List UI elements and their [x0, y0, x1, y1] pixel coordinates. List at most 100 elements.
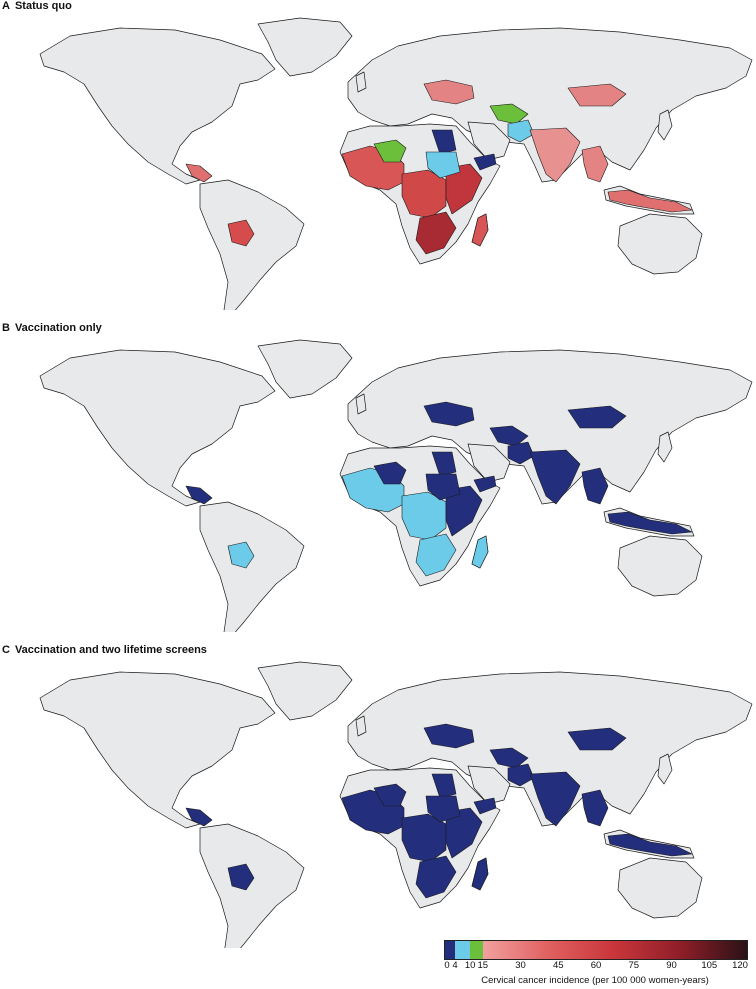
land-south-america: [199, 179, 305, 310]
country-egypt: [431, 451, 457, 477]
country-yemen-somalia: [473, 475, 497, 493]
panel-b-title: B Vaccination only: [2, 322, 102, 334]
panel-letter: A: [2, 0, 10, 12]
country-east-africa: [445, 807, 483, 859]
country-southern-africa: [415, 211, 457, 255]
country-central-america-coast: [185, 485, 213, 505]
legend-tick-label: 105: [701, 960, 718, 971]
country-indonesia: [607, 189, 693, 213]
country-madagascar: [471, 535, 489, 569]
country-southern-africa: [415, 855, 457, 899]
land-uk: [355, 715, 367, 737]
world-map-vaccination-and-screens: [39, 661, 753, 948]
land-arabia: [467, 443, 511, 483]
legend-tick-label: 0: [444, 960, 450, 971]
country-mongolia: [567, 727, 627, 751]
panel-c: C Vaccination and two lifetime screens: [0, 644, 756, 948]
land-greenland: [257, 339, 353, 399]
country-kazakhstan-ukraine: [423, 401, 475, 427]
legend-bin: [470, 941, 483, 959]
country-bolivia: [227, 219, 255, 247]
country-india: [529, 449, 581, 505]
world-map-status-quo: [39, 17, 753, 310]
legend-tick-label: 15: [477, 960, 489, 971]
legend-color-bar: [444, 940, 748, 960]
country-india: [529, 127, 581, 183]
country-kazakhstan-ukraine: [423, 723, 475, 749]
land-north-america: [39, 671, 276, 829]
land-north-america: [39, 27, 276, 185]
country-egypt: [431, 773, 457, 799]
panel-name: Vaccination and two lifetime screens: [14, 644, 207, 656]
panel-name: Vaccination only: [14, 322, 102, 334]
legend-tick-label: 90: [666, 960, 677, 971]
country-kazakhstan-ukraine: [423, 79, 475, 105]
country-east-africa: [445, 485, 483, 537]
land-uk: [355, 393, 367, 415]
country-central-asia: [489, 425, 529, 447]
legend-bin: [482, 941, 747, 959]
legend-bin: [455, 941, 471, 959]
country-sahel-green: [373, 461, 407, 485]
country-sahel-green: [373, 783, 407, 807]
country-central-america-coast: [185, 163, 213, 183]
country-yemen-somalia: [473, 797, 497, 815]
panel-letter: C: [2, 644, 10, 656]
country-east-africa: [445, 163, 483, 215]
land-australia: [617, 857, 703, 919]
land-uk: [355, 71, 367, 93]
country-central-america-coast: [185, 807, 213, 827]
country-indonesia: [607, 511, 693, 535]
country-southeast-asia: [581, 467, 609, 505]
panel-b: B Vaccination only: [0, 322, 756, 634]
panel-name: Status quo: [14, 0, 72, 12]
land-australia: [617, 535, 703, 597]
country-southeast-asia: [581, 789, 609, 827]
country-mongolia: [567, 405, 627, 429]
country-southeast-asia: [581, 145, 609, 183]
country-sahel-green: [373, 139, 407, 163]
country-india: [529, 771, 581, 827]
country-bolivia: [227, 541, 255, 569]
color-legend: Cervical cancer incidence (per 100 000 w…: [444, 940, 748, 988]
land-arabia: [467, 765, 511, 805]
country-afghanistan: [507, 119, 535, 143]
land-japan: [657, 753, 673, 785]
land-europe-asia: [347, 671, 753, 827]
world-map-vaccination-only: [39, 339, 753, 632]
country-central-africa: [401, 813, 447, 863]
land-greenland: [257, 17, 353, 77]
country-yemen-somalia: [473, 153, 497, 171]
legend-tick-label: 45: [552, 960, 564, 971]
land-europe-asia: [347, 27, 753, 183]
land-europe-asia: [347, 349, 753, 505]
country-central-africa: [401, 169, 447, 219]
land-japan: [657, 109, 673, 141]
country-central-asia: [489, 747, 529, 769]
country-indonesia: [607, 833, 693, 857]
country-sudan: [425, 795, 461, 823]
country-central-asia: [489, 103, 529, 125]
country-sudan: [425, 151, 461, 179]
country-southern-africa: [415, 533, 457, 577]
legend-caption: Cervical cancer incidence (per 100 000 w…: [481, 975, 709, 986]
legend-bin: [445, 941, 456, 959]
country-central-africa: [401, 491, 447, 541]
legend-tick-label: 120: [732, 960, 748, 971]
country-afghanistan: [507, 763, 535, 787]
legend-tick-label: 4: [452, 960, 458, 971]
land-south-america: [199, 823, 305, 948]
legend-tick-label: 60: [590, 960, 602, 971]
country-madagascar: [471, 857, 489, 891]
country-mongolia: [567, 83, 627, 107]
panel-a: A Status quo: [0, 0, 756, 312]
panel-a-title: A Status quo: [2, 0, 72, 12]
panel-c-title: C Vaccination and two lifetime screens: [2, 644, 207, 656]
country-sudan: [425, 473, 461, 501]
land-japan: [657, 431, 673, 463]
land-arabia: [467, 121, 511, 161]
land-australia: [617, 213, 703, 275]
legend-tick-label: 75: [628, 960, 640, 971]
panel-letter: B: [2, 322, 10, 334]
country-bolivia: [227, 863, 255, 891]
